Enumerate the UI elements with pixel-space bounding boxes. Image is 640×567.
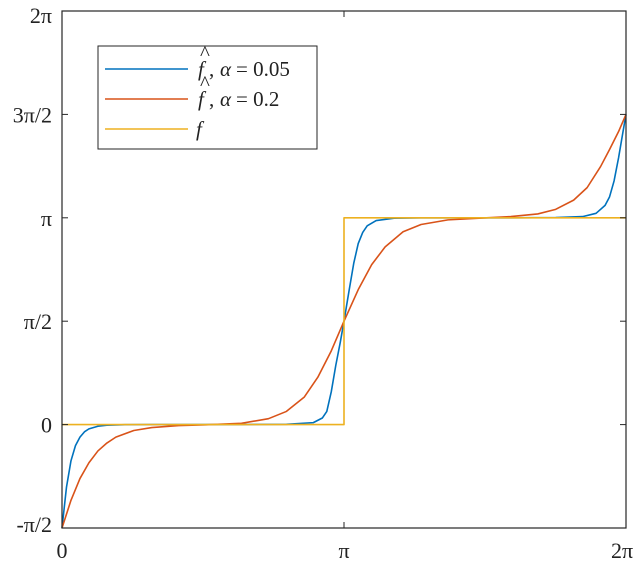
svg-text:^: ^ [200, 71, 210, 95]
y-tick-label: π/2 [24, 309, 52, 334]
legend-label-alpha-0-2: f ^ , α = 0.2 [198, 71, 279, 111]
y-tick-label: π [41, 206, 52, 231]
series-alpha-0-05-line [61, 114, 627, 529]
svg-text:,: , [209, 57, 214, 81]
svg-text:^: ^ [200, 41, 210, 65]
svg-text:f: f [198, 87, 207, 111]
series-alpha-0-2-line [61, 114, 627, 529]
svg-text:α: α [220, 87, 232, 111]
series-f-line [62, 217, 626, 426]
svg-text:,: , [209, 87, 214, 111]
svg-text:= 0.2: = 0.2 [236, 87, 279, 111]
plot-lines [61, 114, 627, 529]
y-tick-label: 2π [30, 3, 52, 28]
legend-box [97, 45, 318, 150]
y-tick-label: -π/2 [16, 512, 52, 537]
legend-label-f: f [196, 117, 205, 141]
x-tick-label: 2π [611, 538, 633, 563]
x-tick-label: π [338, 538, 349, 563]
svg-text:f: f [198, 57, 207, 81]
legend: f ^ , α = 0.05 f ^ , α = 0.2 f [97, 41, 318, 150]
y-tick-label: 3π/2 [13, 102, 52, 127]
y-tick-label: 0 [41, 413, 52, 438]
svg-text:α: α [220, 57, 232, 81]
legend-label-alpha-0-05: f ^ , α = 0.05 [198, 41, 290, 81]
svg-text:= 0.05: = 0.05 [236, 57, 290, 81]
x-tick-label: 0 [57, 538, 68, 563]
